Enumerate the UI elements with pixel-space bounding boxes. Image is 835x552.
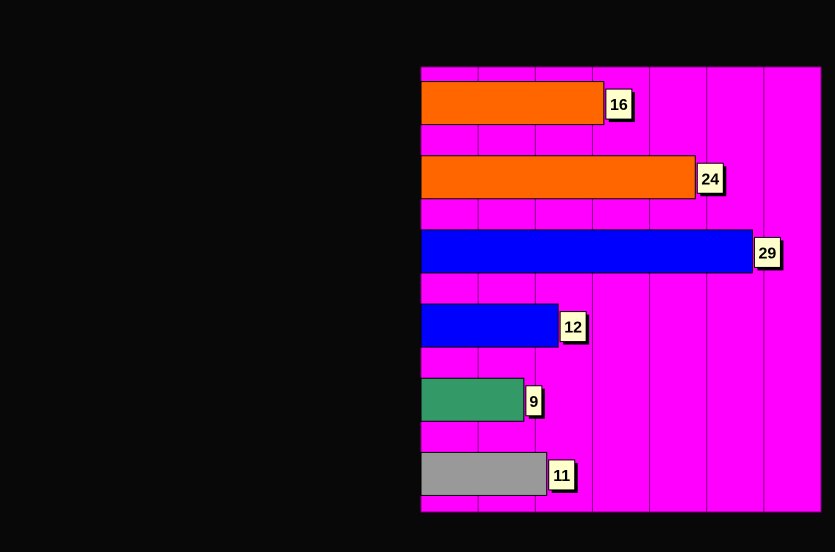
data-label-box [753, 236, 781, 268]
data-label-value: 29 [759, 245, 777, 262]
data-label: 29 [753, 236, 784, 271]
data-label-value: 12 [564, 320, 582, 337]
data-label: 12 [559, 311, 590, 345]
bar [420, 81, 605, 126]
bar [420, 451, 548, 496]
bars [420, 81, 753, 496]
bar [420, 377, 525, 422]
data-label-box [696, 162, 724, 194]
bar [420, 229, 753, 274]
data-labels: 16 24 29 12 9 11 [525, 88, 784, 493]
data-label-box [605, 88, 633, 120]
data-label-value: 24 [701, 171, 719, 188]
data-label: 9 [525, 385, 545, 419]
data-label-value: 11 [553, 468, 570, 485]
bar [420, 155, 696, 200]
data-label: 24 [696, 162, 727, 197]
gridlines [477, 67, 765, 512]
data-label: 11 [548, 459, 578, 493]
data-label-value: 9 [529, 394, 538, 411]
plot-area [420, 66, 822, 513]
data-label-box [548, 459, 576, 491]
data-label: 16 [605, 88, 635, 123]
bar [420, 303, 559, 348]
data-label-box [525, 385, 543, 417]
data-label-box [559, 311, 587, 343]
data-label-value: 16 [610, 97, 628, 114]
